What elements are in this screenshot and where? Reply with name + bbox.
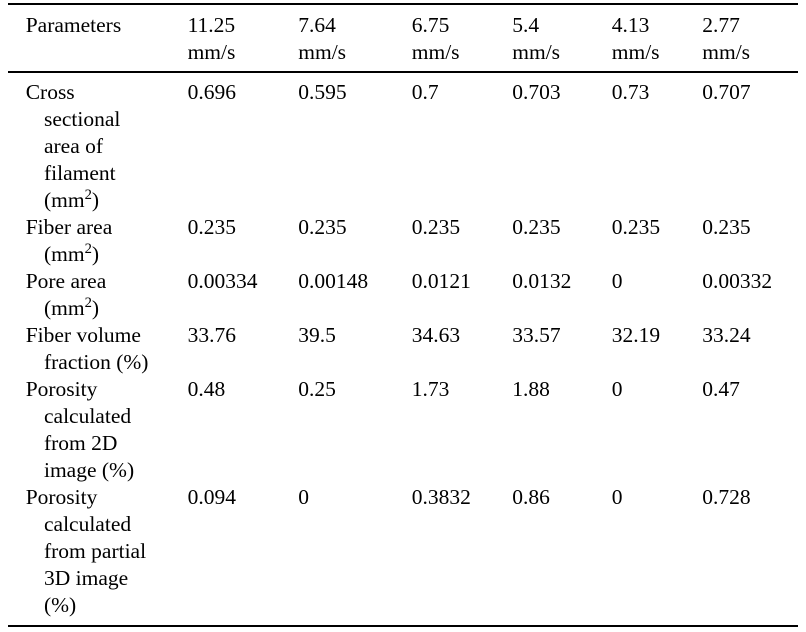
parameter-label: Pore area (mm2) <box>25 268 107 320</box>
parameter-label: Fiber volume fraction (%) <box>25 322 149 374</box>
value-cell: 0.235 <box>702 214 751 239</box>
value-cell: 0.00334 <box>187 268 258 293</box>
value-cell: 0.7 <box>411 79 439 104</box>
value-cell: 0.595 <box>298 79 347 104</box>
table-row-fiber-volume-fraction: Fiber volume fraction (%) 33.76 39.5 34.… <box>8 322 798 376</box>
value-cell: 0.0121 <box>411 268 471 293</box>
parameter-label: Porosity calculated from 2D image (%) <box>25 376 135 482</box>
table-row-cross-sectional-area: Cross sectional area of filament (mm2) 0… <box>8 72 798 214</box>
table-header: Parameters 11.25 mm/s 7.64 mm/s 6.75 mm/… <box>8 5 798 73</box>
parameter-label: Fiber area (mm2) <box>25 214 113 266</box>
value-cell: 0.86 <box>512 484 550 509</box>
value-cell: 0.707 <box>702 79 751 104</box>
table-bottom-rule <box>7 624 799 628</box>
value-cell: 0 <box>611 376 623 401</box>
value-cell: 0.00332 <box>702 268 773 293</box>
parameters-table: Parameters 11.25 mm/s 7.64 mm/s 6.75 mm/… <box>8 3 798 626</box>
column-header-speed-11.25: 11.25 mm/s <box>187 12 236 64</box>
value-cell: 33.24 <box>702 322 751 347</box>
column-header-speed-2.77: 2.77 mm/s <box>702 12 751 64</box>
value-cell: 34.63 <box>411 322 461 347</box>
value-cell: 1.73 <box>411 376 450 401</box>
value-cell: 0.25 <box>298 376 336 401</box>
value-cell: 0.696 <box>187 79 236 104</box>
value-cell: 0.3832 <box>411 484 471 509</box>
value-cell: 0 <box>611 268 623 293</box>
value-cell: 0.73 <box>611 79 650 104</box>
parameter-label: Cross sectional area of filament (mm2) <box>25 79 121 212</box>
value-cell: 33.57 <box>512 322 561 347</box>
value-cell: 0.703 <box>512 79 561 104</box>
table-row-fiber-area: Fiber area (mm2) 0.235 0.235 0.235 0.235… <box>8 214 798 268</box>
value-cell: 0.48 <box>187 376 226 401</box>
value-cell: 39.5 <box>298 322 336 347</box>
table-header-rule <box>7 70 799 74</box>
value-cell: 0 <box>298 484 310 509</box>
value-cell: 0.00148 <box>298 268 369 293</box>
value-cell: 0.728 <box>702 484 751 509</box>
value-cell: 0.235 <box>611 214 661 239</box>
value-cell: 33.76 <box>187 322 236 347</box>
column-header-speed-6.75: 6.75 mm/s <box>411 12 460 64</box>
value-cell: 32.19 <box>611 322 661 347</box>
value-cell: 0.235 <box>512 214 561 239</box>
column-header-speed-7.64: 7.64 mm/s <box>298 12 347 64</box>
parameter-label: Porosity calculated from partial 3D imag… <box>25 484 147 617</box>
column-header-speed-5.4: 5.4 mm/s <box>512 12 561 64</box>
column-header-parameters: Parameters <box>25 12 122 37</box>
table-row-porosity-partial-3d: Porosity calculated from partial 3D imag… <box>8 484 798 624</box>
header-row: Parameters 11.25 mm/s 7.64 mm/s 6.75 mm/… <box>8 5 798 73</box>
value-cell: 0.235 <box>411 214 461 239</box>
value-cell: 0.235 <box>187 214 236 239</box>
table-row-pore-area: Pore area (mm2) 0.00334 0.00148 0.0121 0… <box>8 268 798 322</box>
table-body: Cross sectional area of filament (mm2) 0… <box>8 72 798 623</box>
value-cell: 0.094 <box>187 484 236 509</box>
table-top-rule <box>7 2 799 5</box>
value-cell: 1.88 <box>512 376 550 401</box>
value-cell: 0.47 <box>702 376 740 401</box>
column-header-speed-4.13: 4.13 mm/s <box>611 12 660 64</box>
table-row-porosity-2d: Porosity calculated from 2D image (%) 0.… <box>8 376 798 484</box>
value-cell: 0.235 <box>298 214 347 239</box>
value-cell: 0.0132 <box>512 268 572 293</box>
value-cell: 0 <box>611 484 623 509</box>
